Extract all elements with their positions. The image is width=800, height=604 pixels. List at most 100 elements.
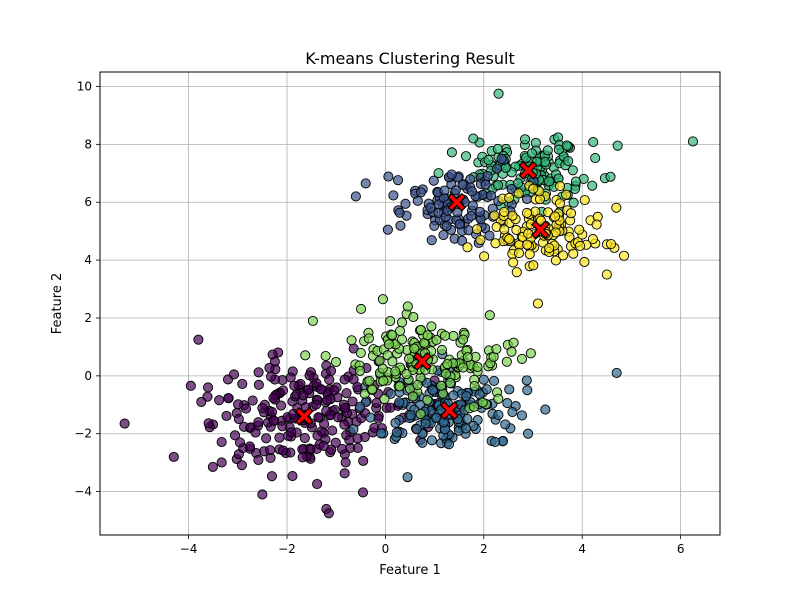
data-point bbox=[496, 153, 507, 165]
data-point bbox=[391, 427, 402, 438]
data-point bbox=[383, 171, 394, 182]
y-tick-label: 6 bbox=[84, 195, 92, 209]
data-point bbox=[339, 374, 350, 385]
data-point bbox=[450, 185, 461, 196]
centroid-markers bbox=[294, 161, 550, 426]
data-point bbox=[462, 242, 473, 253]
data-point bbox=[425, 202, 436, 213]
data-point bbox=[540, 404, 551, 415]
data-point bbox=[264, 362, 275, 373]
centroid-marker bbox=[531, 220, 550, 240]
data-point bbox=[330, 437, 341, 448]
data-point bbox=[457, 362, 469, 373]
data-point bbox=[579, 256, 590, 268]
data-point bbox=[460, 423, 471, 434]
data-point bbox=[471, 224, 483, 235]
data-point bbox=[240, 403, 252, 414]
data-point bbox=[511, 267, 522, 278]
data-point bbox=[203, 418, 214, 429]
data-point bbox=[339, 468, 350, 479]
data-point bbox=[587, 180, 598, 191]
data-point bbox=[340, 457, 351, 468]
data-point bbox=[468, 133, 479, 144]
data-point bbox=[438, 229, 449, 241]
data-point bbox=[287, 471, 298, 482]
data-point bbox=[544, 176, 555, 187]
data-point bbox=[522, 239, 533, 250]
x-axis-label: Feature 1 bbox=[379, 563, 441, 578]
data-point bbox=[388, 190, 399, 201]
data-point bbox=[474, 206, 486, 217]
data-point bbox=[507, 210, 518, 221]
data-point bbox=[574, 224, 585, 235]
data-point bbox=[228, 369, 240, 380]
data-point bbox=[402, 301, 413, 312]
data-point bbox=[526, 148, 538, 159]
data-point bbox=[358, 455, 369, 466]
data-point bbox=[350, 191, 361, 202]
data-point bbox=[244, 441, 255, 452]
data-point bbox=[340, 402, 351, 413]
data-point bbox=[375, 428, 387, 439]
data-point bbox=[346, 335, 357, 346]
data-point bbox=[436, 344, 447, 356]
data-point bbox=[563, 156, 574, 167]
data-point bbox=[500, 419, 511, 430]
data-point bbox=[454, 219, 465, 230]
data-point bbox=[265, 445, 276, 456]
data-point bbox=[448, 330, 459, 342]
data-point bbox=[233, 399, 244, 410]
data-point bbox=[463, 225, 474, 236]
data-point bbox=[508, 257, 519, 268]
y-tick-label: 4 bbox=[84, 253, 92, 267]
data-point bbox=[412, 195, 423, 206]
data-point bbox=[426, 235, 437, 246]
data-point bbox=[318, 440, 329, 451]
data-point bbox=[404, 353, 415, 364]
data-point bbox=[286, 427, 297, 438]
data-point bbox=[322, 395, 333, 406]
y-tick-label: −4 bbox=[74, 485, 92, 499]
data-point bbox=[341, 388, 352, 399]
data-point bbox=[431, 412, 442, 423]
data-point bbox=[426, 435, 437, 446]
data-point bbox=[360, 178, 371, 189]
data-point bbox=[485, 190, 497, 201]
data-point bbox=[289, 380, 300, 391]
data-point bbox=[253, 379, 264, 390]
data-point bbox=[472, 361, 483, 373]
data-point bbox=[277, 421, 288, 432]
data-point bbox=[394, 381, 405, 392]
data-point bbox=[574, 240, 586, 252]
data-point bbox=[253, 417, 264, 428]
data-point bbox=[469, 381, 480, 392]
data-point bbox=[508, 337, 519, 348]
chart-title: K-means Clustering Result bbox=[305, 49, 514, 68]
data-point bbox=[415, 408, 426, 420]
data-point bbox=[567, 165, 578, 176]
data-point bbox=[274, 432, 285, 443]
data-point bbox=[570, 176, 581, 187]
data-point bbox=[339, 419, 350, 430]
centroid-marker bbox=[440, 401, 459, 420]
data-point bbox=[214, 395, 225, 406]
centroid-marker bbox=[412, 352, 432, 371]
data-point bbox=[445, 377, 456, 389]
data-point bbox=[553, 144, 564, 155]
data-point bbox=[307, 315, 318, 326]
data-point bbox=[383, 339, 394, 350]
data-point bbox=[401, 369, 412, 380]
data-point bbox=[385, 316, 396, 327]
data-point bbox=[565, 208, 577, 219]
data-point bbox=[415, 324, 427, 335]
data-point bbox=[344, 435, 355, 446]
data-point bbox=[513, 188, 524, 199]
data-point bbox=[237, 378, 248, 389]
y-tick-label: 2 bbox=[84, 311, 92, 325]
data-point bbox=[321, 405, 332, 416]
data-point bbox=[555, 180, 566, 192]
data-point bbox=[436, 380, 447, 391]
data-point bbox=[480, 179, 491, 190]
